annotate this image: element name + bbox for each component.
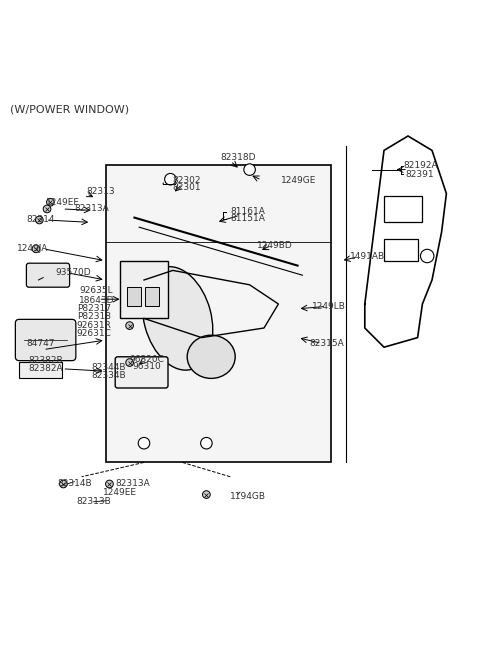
Text: 82334B: 82334B xyxy=(91,371,126,380)
Text: P82317: P82317 xyxy=(77,304,111,314)
Text: 1249JA: 1249JA xyxy=(17,244,48,253)
FancyBboxPatch shape xyxy=(15,319,76,361)
FancyBboxPatch shape xyxy=(26,263,70,287)
Text: 82391: 82391 xyxy=(406,170,434,179)
Circle shape xyxy=(138,438,150,449)
Circle shape xyxy=(106,480,113,488)
Text: 1249EE: 1249EE xyxy=(103,487,137,497)
Circle shape xyxy=(43,205,51,213)
Bar xyxy=(145,287,159,306)
Bar xyxy=(384,196,422,222)
Text: 1249LB: 1249LB xyxy=(312,302,346,311)
Text: 82318D: 82318D xyxy=(221,153,256,162)
Text: 92631C: 92631C xyxy=(77,329,112,338)
Text: 82302: 82302 xyxy=(173,176,201,184)
Text: 81151A: 81151A xyxy=(230,214,265,223)
Text: 1194GB: 1194GB xyxy=(230,493,266,501)
Text: 82344B: 82344B xyxy=(91,363,126,372)
Text: 1249BD: 1249BD xyxy=(257,241,292,250)
Bar xyxy=(384,239,418,261)
Text: 96320C: 96320C xyxy=(130,355,165,363)
Circle shape xyxy=(126,321,133,329)
Text: 84747: 84747 xyxy=(26,339,55,348)
Text: (W/POWER WINDOW): (W/POWER WINDOW) xyxy=(10,105,129,115)
Circle shape xyxy=(36,216,43,224)
Text: 82313: 82313 xyxy=(86,187,115,195)
Bar xyxy=(19,361,62,379)
Text: P82318: P82318 xyxy=(77,312,111,321)
Circle shape xyxy=(244,164,255,175)
Circle shape xyxy=(126,359,133,367)
Circle shape xyxy=(60,480,67,488)
Circle shape xyxy=(47,198,54,206)
Text: 1491AB: 1491AB xyxy=(350,253,385,262)
Text: 82314B: 82314B xyxy=(58,480,92,489)
Circle shape xyxy=(420,249,434,262)
Bar xyxy=(120,261,168,318)
Text: 82382A: 82382A xyxy=(29,364,63,373)
Text: 82192A: 82192A xyxy=(403,161,438,171)
Text: 82301: 82301 xyxy=(173,183,202,192)
Bar xyxy=(127,287,141,306)
Text: 92631R: 92631R xyxy=(77,321,112,329)
Circle shape xyxy=(32,245,40,253)
Text: 82313A: 82313A xyxy=(115,480,150,489)
Text: 81161A: 81161A xyxy=(230,207,265,216)
Text: 92635L: 92635L xyxy=(79,286,113,295)
Text: 96310: 96310 xyxy=(132,362,161,371)
Text: 82315A: 82315A xyxy=(310,339,344,348)
Text: 18643D: 18643D xyxy=(79,296,115,304)
Text: 1249GE: 1249GE xyxy=(281,176,316,184)
Text: 1249EE: 1249EE xyxy=(46,197,80,207)
Text: 93570D: 93570D xyxy=(55,268,91,277)
Circle shape xyxy=(203,491,210,499)
Text: 82314: 82314 xyxy=(26,216,55,224)
Ellipse shape xyxy=(187,335,235,379)
Ellipse shape xyxy=(143,266,213,370)
FancyBboxPatch shape xyxy=(115,357,168,388)
Text: 82313B: 82313B xyxy=(77,497,111,506)
Text: 82382B: 82382B xyxy=(29,356,63,365)
Bar xyxy=(106,165,331,462)
Circle shape xyxy=(165,173,176,185)
Circle shape xyxy=(201,438,212,449)
Text: 82313A: 82313A xyxy=(74,205,109,213)
